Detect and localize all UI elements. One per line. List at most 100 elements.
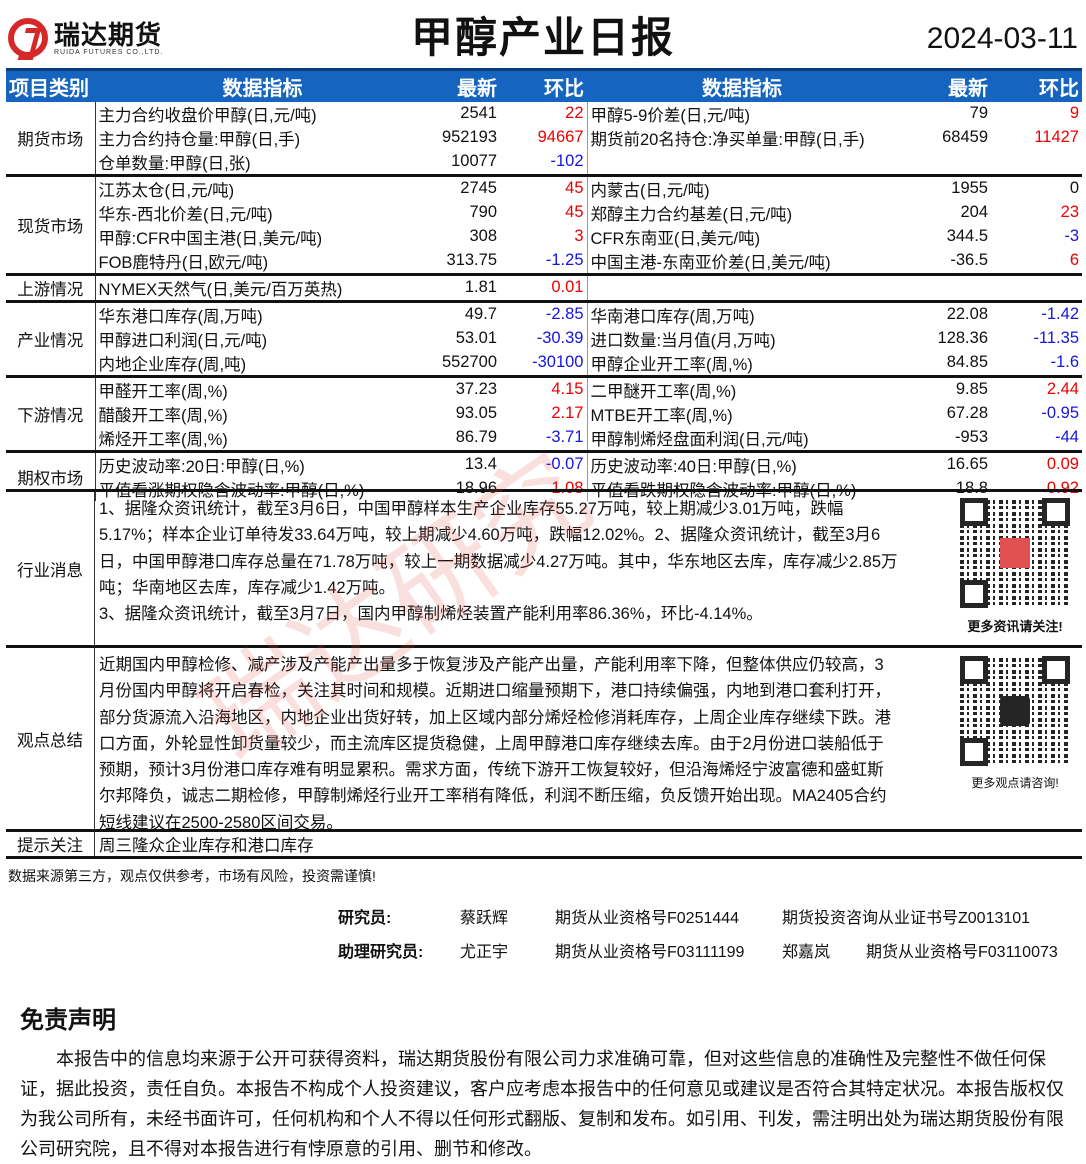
news-text-2: 3、据隆众资讯统计，截至3月7日，国内甲醇制烯烃装置产能利用率86.36%，环比… [99,605,763,624]
left-change-cell: -2.85 [500,299,588,327]
right-name-cell: 期货前20名持仓:净买单量:甲醇(日,手) [590,130,865,149]
table-row: 产业情况 华东港口库存(周,万吨) 49.7 -2.85 华南港口库存(周,万吨) 22.… [6,299,1082,376]
right-latest-cell: 68459 [942,128,988,146]
left-latest-cell: 10077 [451,152,497,170]
disclaimer-text: 本报告中的信息均来源于公开可获得资料，瑞达期货股份有限公司力求准确可靠，但对这些… [20,1049,1064,1159]
right-change-cell: 6 [1069,251,1079,269]
researcher-advisory-cert: 期货投资咨询从业证书号Z0013101 [782,910,1031,927]
left-change-cell: 45 [500,173,588,201]
table-row: FOB鹿特丹(日,欧元/吨) 313.75 -1.25 中国主港-东南亚价差(日,美元… [6,248,1082,274]
qr-code-icon [960,498,1070,608]
company-logo: 瑞达期货 RUIDA FUTURES CO.,LTD. [8,18,163,58]
assistant-name-2: 郑嘉岚 [782,944,831,961]
left-latest-cell: 93.05 [455,404,497,422]
right-latest-cell: 1955 [897,173,991,201]
table-row: 醋酸开工率(周,%) 93.05 2.17 MTBE开工率(周,%) 67.28 -0.9… [6,401,1082,426]
right-latest-cell: 204 [960,203,988,221]
left-name-cell: 华东-西北价差(日,元/吨) [98,205,273,224]
news-label: 行业消息 [6,492,95,645]
left-name-cell: 烯烃开工率(周,%) [98,430,228,449]
report-title: 甲醇产业日报 [410,14,675,61]
right-name-cell: 郑醇主力合约基差(日,元/吨) [590,205,793,224]
right-latest-cell: 9.85 [897,374,991,402]
right-name-cell: MTBE开工率(周,%) [590,406,733,425]
left-change-cell: 94667 [500,125,588,150]
table-row: 主力合约持仓量:甲醇(日,手) 952193 94667 期货前20名持仓:净买单量:… [6,125,1082,150]
qr-caption-news: 更多资讯请关注! [967,619,1063,634]
right-name-cell [587,272,897,301]
left-name-cell: 甲醇进口利润(日,元/吨) [98,331,268,350]
qr-code-news: 更多资讯请关注! [956,498,1074,635]
table-row: 期权市场 历史波动率:20日:甲醇(日,%) 13.4 -0.07 历史波动率:40日:… [6,449,1082,501]
left-change-cell: 1.08 [500,476,588,501]
right-change-cell: 23 [1060,203,1079,221]
left-latest-cell: 2745 [430,173,500,201]
footnote: 数据来源第三方，观点仅供参考，市场有风险，投资需谨慎! [8,868,376,884]
left-change-cell: 4.15 [500,374,588,402]
right-name-cell [587,150,897,176]
wechat-qr-icon [960,656,1070,766]
category-cell: 产业情况 [6,299,96,376]
right-latest-cell [897,272,991,301]
left-latest-cell: 1.81 [430,272,500,301]
col-category: 项目类别 [6,68,95,102]
left-change-cell: -0.07 [500,449,588,477]
logo-english: RUIDA FUTURES CO.,LTD. [54,48,164,56]
right-name-cell: CFR东南亚(日,美元/吨) [590,229,761,248]
table-row: 期货市场 主力合约收盘价甲醇(日,元/吨) 2541 22 甲醇5-9价差(日,元/吨)… [6,101,1082,175]
table-row: 华东-西北价差(日,元/吨) 790 45 郑醇主力合约基差(日,元/吨) 204 23 [6,200,1082,225]
left-latest-cell: 790 [469,203,497,221]
data-table: 项目类别 数据指标 最新 环比 数据指标 最新 环比 期货市场 主力合约收盘价甲醇… [6,68,1082,501]
left-latest-cell: 552700 [441,353,497,371]
right-latest-cell: 22.08 [897,299,991,327]
left-name-cell: 主力合约收盘价甲醇(日,元/吨) [98,106,317,125]
assistant-cert-2: 期货从业资格号F03110073 [866,944,1058,961]
left-change-cell: -102 [500,149,588,175]
right-name-cell: 甲醇制烯烃盘面利润(日,元/吨) [590,430,809,449]
right-latest-cell [897,150,991,176]
report-date: 2024-03-11 [926,22,1078,55]
left-name-cell: 华东港口库存(周,万吨) [95,299,430,327]
left-name-cell: 内地企业库存(周,吨) [98,355,247,374]
right-change-cell: -3 [1064,227,1079,245]
category-cell: 现货市场 [6,173,96,274]
assistant-cert: 期货从业资格号F03111199 [555,944,745,961]
right-latest-cell: 16.65 [897,449,991,477]
left-latest-cell: 2541 [460,104,497,122]
left-name-cell: 历史波动率:20日:甲醇(日,%) [95,449,430,477]
right-change-cell: 2.44 [991,374,1082,402]
category-cell: 下游情况 [6,374,96,451]
left-name-cell: FOB鹿特丹(日,欧元/吨) [98,253,269,272]
right-latest-cell: 79 [969,104,988,122]
left-change-cell: 22 [500,101,588,126]
right-name-cell: 甲醇5-9价差(日,元/吨) [590,106,751,125]
right-latest-cell: 344.5 [946,227,988,245]
assistant-name: 尤正宇 [460,944,509,961]
right-name-cell: 内蒙古(日,元/吨) [587,173,897,201]
right-latest-cell: 128.36 [937,329,988,347]
table-row: 上游情况 NYMEX天然气(日,美元/百万英热) 1.81 0.01 [6,272,1082,301]
right-change-cell: -44 [1055,428,1079,446]
researcher-label: 研究员: [338,910,392,927]
right-change-cell: 0.92 [1046,479,1079,497]
left-latest-cell: 952193 [441,128,497,146]
col-indicator-2: 数据指标 [587,68,897,102]
right-change-cell: -1.6 [1050,353,1079,371]
right-change-cell: 0.09 [991,449,1082,477]
col-indicator: 数据指标 [95,68,430,102]
right-name-cell: 甲醇企业开工率(周,%) [590,355,753,374]
news-text-1: 1、据隆众资讯统计，截至3月6日，中国甲醇样本生产企业库存55.27万吨，较上期… [99,500,898,597]
right-latest-cell: 67.28 [946,404,988,422]
col-latest-2: 最新 [897,68,991,102]
table-row: 甲醇进口利润(日,元/吨) 53.01 -30.39 进口数量:当月值(月,万吨) 12… [6,326,1082,351]
viewpoint-section: 观点总结 近期国内甲醇检修、减产涉及产能产出量多于恢复涉及产能产出量，产能利用率… [6,645,1082,832]
logo-icon [8,18,48,58]
hint-label: 提示关注 [6,832,95,856]
right-name-cell: 华南港口库存(周,万吨) [587,299,897,327]
table-row: 内地企业库存(周,吨) 552700 -30100 甲醇企业开工率(周,%) 84.85… [6,350,1082,376]
right-latest-cell: 18.8 [955,479,988,497]
view-label: 观点总结 [6,648,95,829]
right-name-cell: 二甲醚开工率(周,%) [587,374,897,402]
table-row: 烯烃开工率(周,%) 86.79 -3.71 甲醇制烯烃盘面利润(日,元/吨) -953… [6,425,1082,451]
left-change-cell: 3 [500,224,588,249]
